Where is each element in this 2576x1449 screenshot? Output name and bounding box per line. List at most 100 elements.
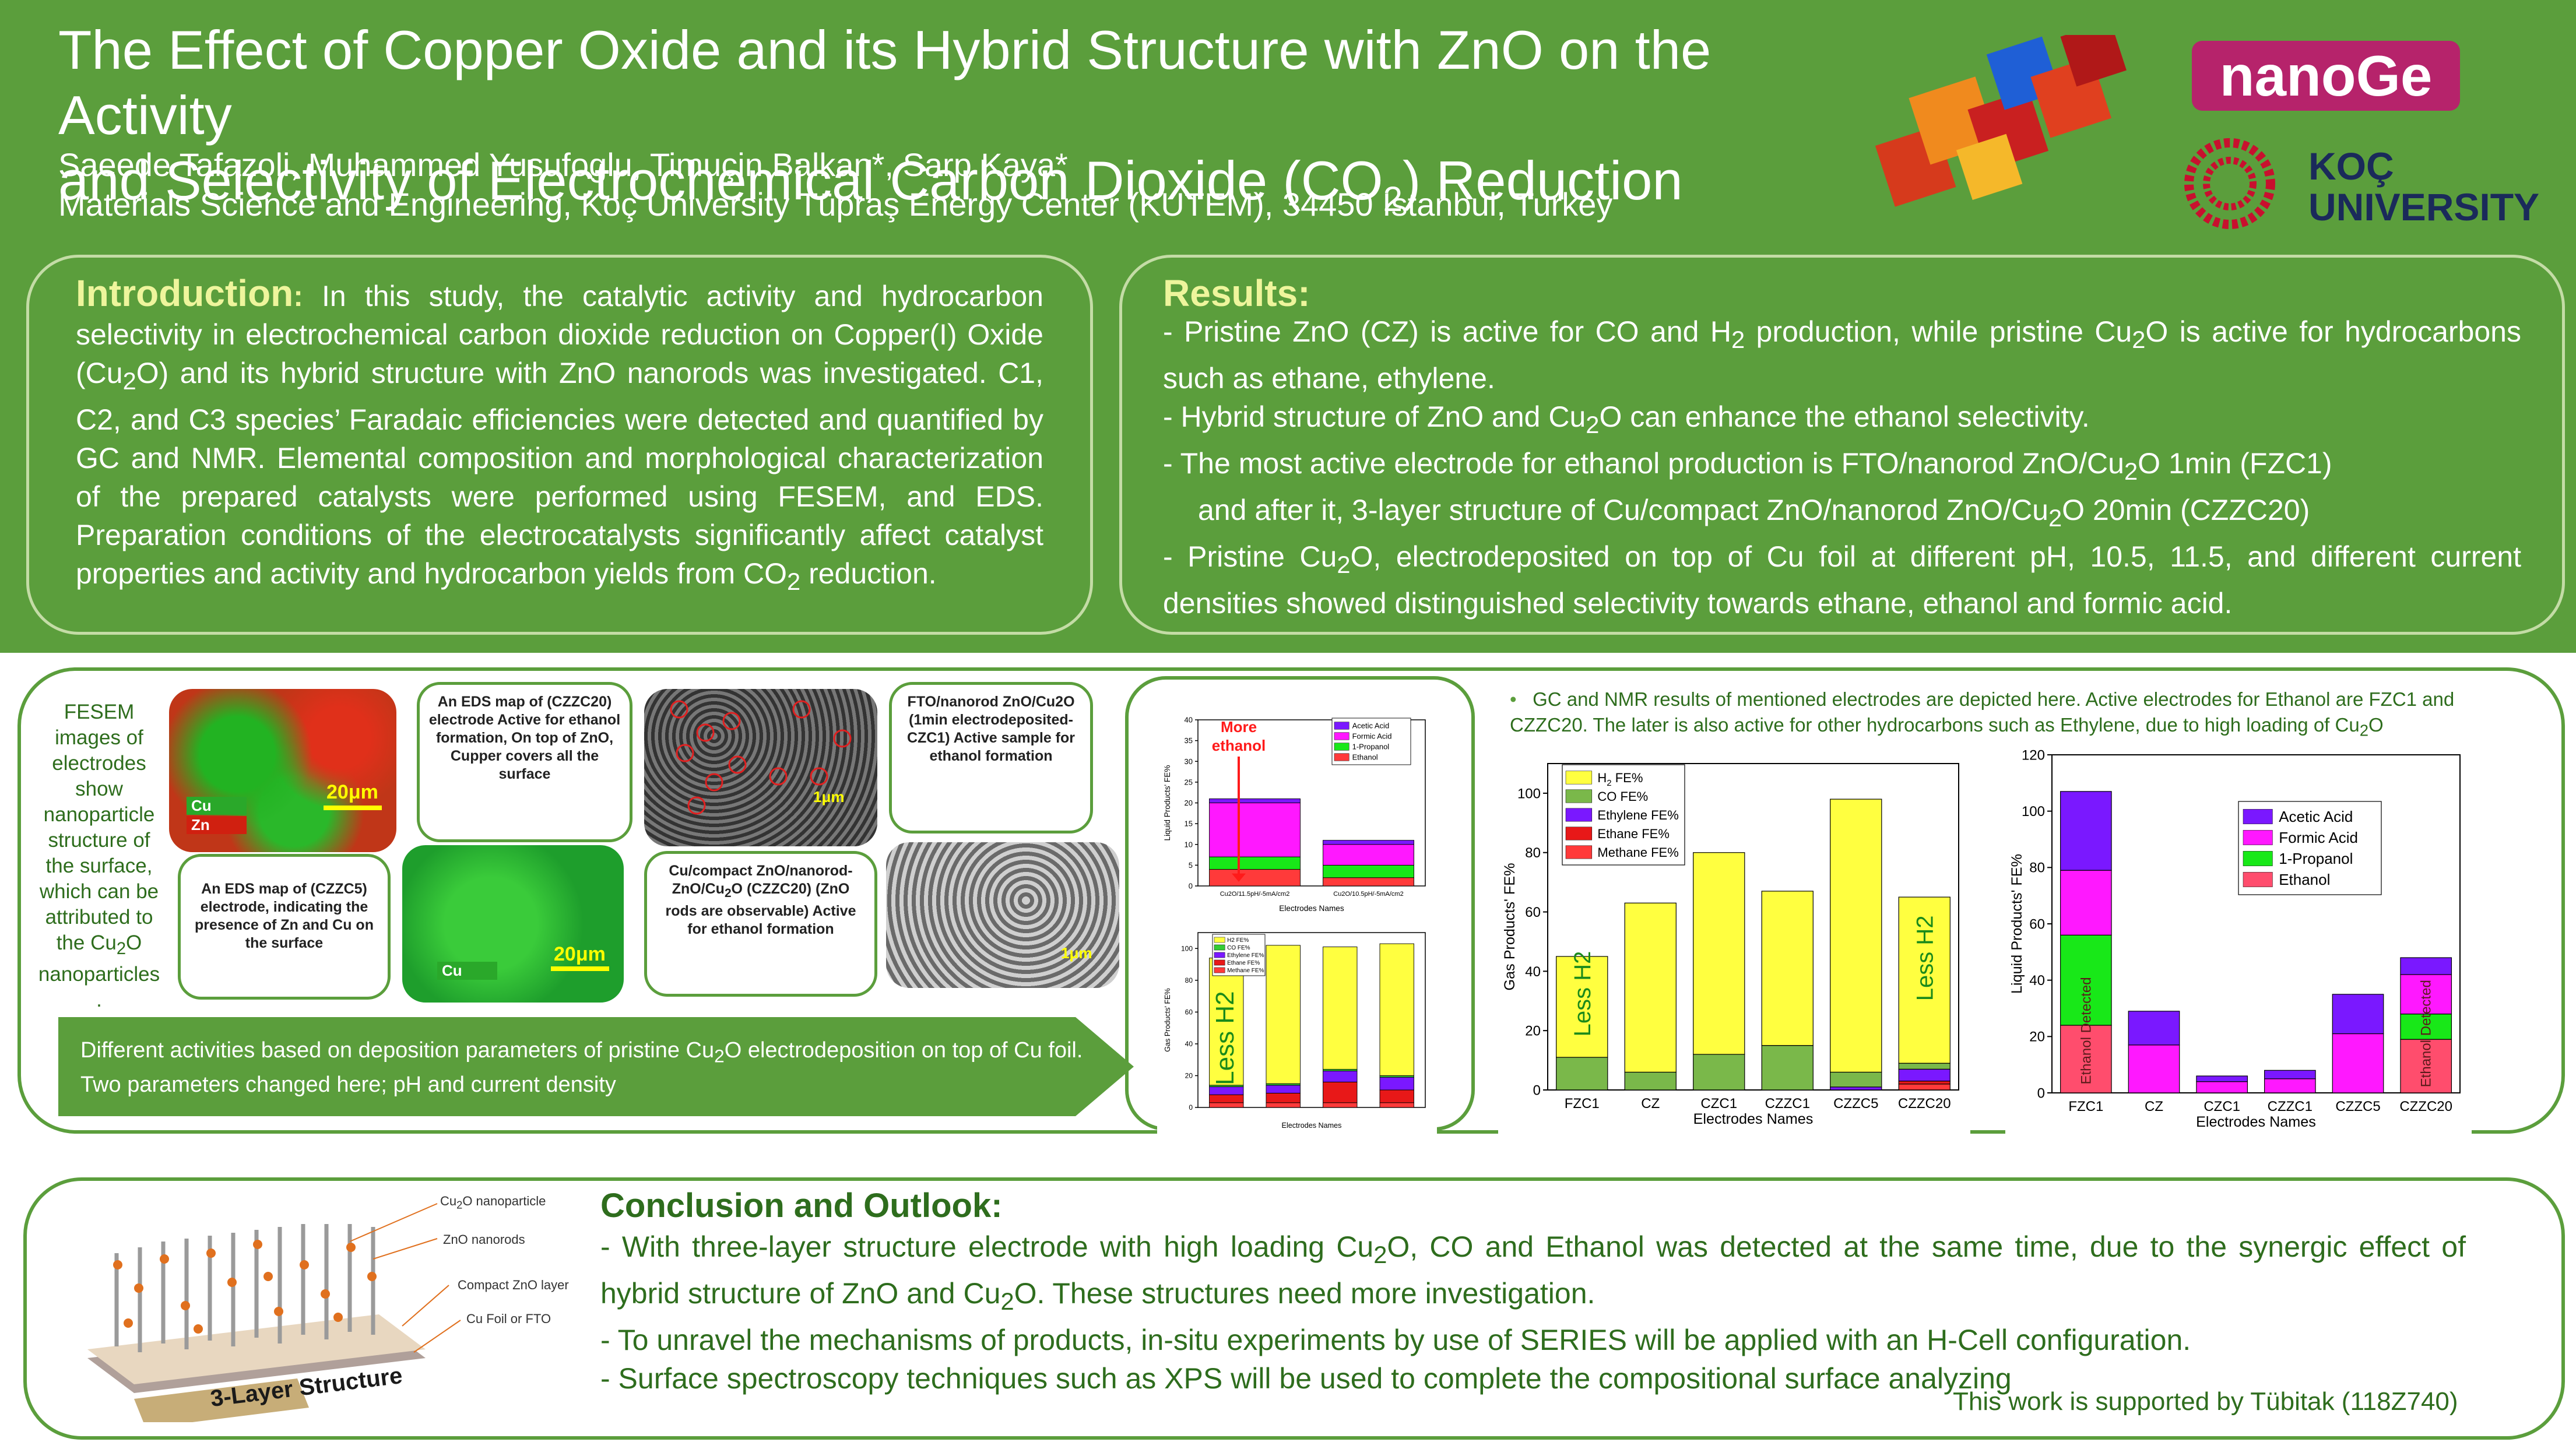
y-tick-label: 0 [1189, 882, 1193, 891]
bar-segment [1898, 896, 1951, 1064]
x-tick-label: CZZC1 [1765, 1096, 1810, 1112]
sem-image-czzc20: 1μm [644, 689, 877, 846]
bar-segment [2196, 1081, 2248, 1093]
bar-segment [1323, 1102, 1358, 1108]
legend-swatch [2243, 809, 2273, 824]
legend-swatch [1214, 967, 1225, 973]
y-axis-label: Gas Products' FE% [1502, 863, 1518, 991]
bar-segment [1898, 1084, 1951, 1091]
introduction-part-3: reduction. [800, 557, 937, 590]
y-tick-label: 80 [1525, 845, 1541, 861]
legend-label: Ethanol [2279, 871, 2330, 888]
schematic-label-foil: Cu Foil or FTO [466, 1311, 551, 1326]
bar-segment [1209, 1094, 1244, 1103]
y-tick-label: 20 [1185, 799, 1193, 807]
bar-segment [2264, 1070, 2316, 1079]
introduction-text: Introduction: In this study, the catalyt… [76, 274, 1043, 601]
y-tick-label: 25 [1185, 778, 1193, 786]
bar-segment [1761, 1045, 1814, 1091]
poster-title: The Effect of Copper Oxide and its Hybri… [58, 17, 1895, 232]
x-axis-label: Electrodes Names [2196, 1114, 2316, 1130]
legend-swatch [1334, 743, 1349, 751]
annotation-ethanol: ethanol [1212, 737, 1266, 754]
bar-segment [1761, 891, 1814, 1046]
bar-segment [2060, 791, 2112, 871]
legend-label: 1-Propanol [2279, 850, 2353, 867]
fesem-caption: FESEM images of electrodes show nanopart… [38, 701, 160, 1011]
results-bullet-4: - Pristine Cu2O, electrodeposited on top… [1163, 540, 2521, 620]
eds2-label-cu: Cu [437, 962, 497, 980]
sem2-scale: 1μm [1061, 944, 1092, 962]
authors: Saeede Tafazoli, Muhammed Yusufoglu, Tim… [58, 146, 1068, 183]
header-bar [0, 0, 2576, 245]
x-tick-label: FZC1 [2068, 1099, 2103, 1114]
cube-6 [1956, 133, 2023, 201]
bar-segment [1379, 1102, 1414, 1108]
nanoge-logo: nanoGe [2192, 41, 2460, 111]
legend-swatch [1565, 808, 1593, 822]
bar-segment [1556, 956, 1608, 1058]
x-tick-label: CZ [2145, 1099, 2163, 1114]
bar-segment [1266, 945, 1301, 1084]
schematic-label-compact: Compact ZnO layer [458, 1278, 569, 1292]
y-axis-label: Liquid Products' FE% [1163, 765, 1172, 841]
legend-swatch [1214, 944, 1225, 951]
x-tick-label: CZ [1641, 1096, 1660, 1112]
y-tick-label: 20 [2029, 1029, 2045, 1045]
bar-segment [1624, 1071, 1677, 1091]
legend-swatch [1334, 722, 1349, 730]
annotation-less-h2: Less H2 [1912, 916, 1938, 1001]
annotation-ethanol-detected: Ethanol Detected [2078, 977, 2094, 1084]
bar-segment [1323, 840, 1414, 845]
legend-swatch [1565, 845, 1593, 859]
introduction-colon: : [293, 280, 303, 312]
bar-segment [1379, 943, 1414, 1076]
bar-segment [1209, 856, 1301, 870]
callout-fzc1: FTO/nanorod ZnO/Cu2O (1min electrodeposi… [889, 682, 1093, 833]
chart-pristine-gas: 0 20 40 60 80 100 Electrodes Names Gas Products… [1157, 918, 1437, 1134]
x-tick-label: CZZC20 [2399, 1099, 2452, 1114]
eds1-label-zn: Zn [187, 816, 247, 834]
legend-swatch [2243, 851, 2273, 866]
y-tick-label: 60 [1185, 1008, 1193, 1017]
bar-segment [1693, 1054, 1745, 1091]
eds1-scalebar [324, 806, 382, 810]
y-tick-label: 0 [2037, 1085, 2045, 1101]
bar-segment [1830, 1071, 1882, 1088]
y-tick-label: 15 [1185, 820, 1193, 828]
y-tick-label: 100 [2022, 804, 2045, 820]
legend-label: Ethylene FE% [1597, 808, 1678, 822]
y-tick-label: 20 [1525, 1024, 1541, 1039]
y-tick-label: 10 [1185, 840, 1193, 849]
funding-note: This work is supported by Tübitak (118Z7… [1953, 1387, 2458, 1416]
arrow-banner-shape [58, 1017, 1134, 1116]
bar-segment [1323, 864, 1414, 878]
y-tick-label: 100 [1181, 944, 1193, 952]
arrow-banner-text: Different activities based on deposition… [80, 1038, 1083, 1097]
bar-segment [1830, 1086, 1882, 1091]
y-tick-label: 0 [1533, 1082, 1541, 1098]
bar-segment [2400, 957, 2452, 975]
eds-map-czzc5: Cu 20μm [402, 845, 624, 1003]
results-bullet-3-cont: and after it, 3-layer structure of Cu/co… [1198, 494, 2310, 532]
results-bullet-3: - The most active electrode for ethanol … [1163, 447, 2332, 485]
annotation-ethanol-detected: Ethanol Detected [2419, 980, 2434, 1087]
bar-segment [2332, 1033, 2384, 1093]
bar-segment [1693, 852, 1745, 1055]
bar-segment [2264, 1078, 2316, 1093]
sem1-scale: 1μm [813, 788, 845, 806]
conclusion-bullet-3: - Surface spectroscopy techniques such a… [600, 1362, 2012, 1395]
bar-segment [2400, 1039, 2452, 1093]
gc-note: • GC and NMR results of mentioned electr… [1510, 688, 2455, 740]
y-tick-label: 40 [1525, 964, 1541, 980]
legend-label: Acetic Acid [1352, 722, 1390, 730]
x-axis-label: Electrodes Names [1693, 1111, 1814, 1127]
x-tick-label: CZZC1 [2268, 1099, 2313, 1114]
title-line-2-end: ) Reduction [1403, 150, 1683, 211]
bar-segment [2128, 1044, 2180, 1093]
bar-segment [1266, 1093, 1301, 1103]
y-tick-label: 5 [1189, 861, 1193, 870]
legend-swatch [1214, 952, 1225, 958]
title-line-2: and Selectivity of Electrochemical Carbo… [58, 150, 1383, 211]
y-tick-label: 60 [2029, 916, 2045, 932]
